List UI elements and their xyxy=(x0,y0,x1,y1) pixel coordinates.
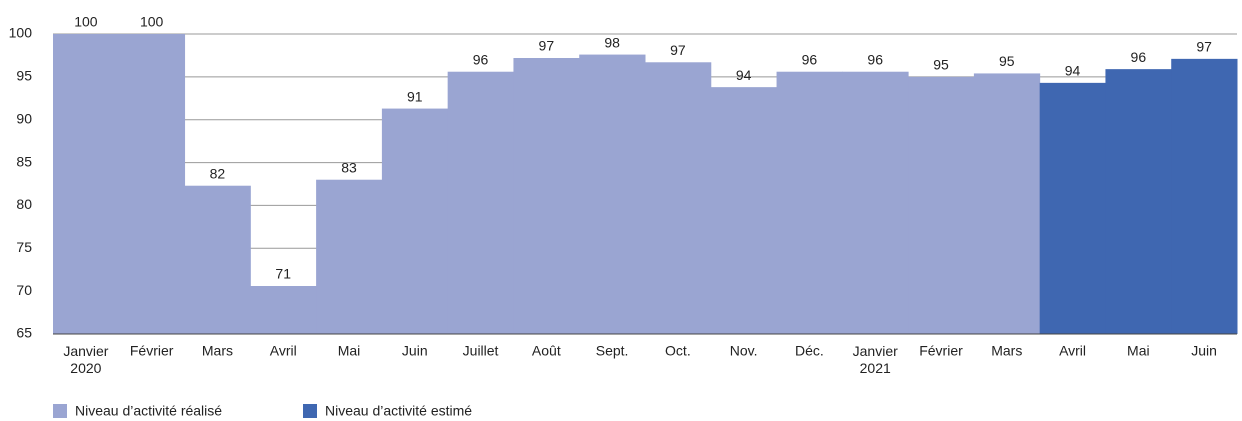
x-tick-label: Mai xyxy=(1127,343,1150,359)
x-tick-label: Février xyxy=(130,343,174,359)
x-tick-label: Juin xyxy=(1191,343,1217,359)
value-label: 96 xyxy=(802,51,818,67)
bar xyxy=(1039,82,1106,334)
y-tick-label: 100 xyxy=(9,25,33,41)
bar xyxy=(513,58,580,334)
bar xyxy=(184,185,251,334)
y-tick-label: 70 xyxy=(16,282,32,298)
bar xyxy=(118,34,186,334)
x-tick-label: Nov. xyxy=(730,343,758,359)
value-label: 100 xyxy=(74,14,98,30)
x-tick-label: Juillet xyxy=(463,343,499,359)
x-tick-label: Février xyxy=(919,343,963,359)
bar xyxy=(579,54,646,334)
value-label: 82 xyxy=(210,165,226,181)
x-tick-label: Janvier 2020 xyxy=(63,343,108,376)
x-tick-label: Janvier 2021 xyxy=(853,343,898,376)
y-tick-label: 75 xyxy=(16,239,32,255)
bar xyxy=(53,34,120,334)
x-tick-label: Avril xyxy=(270,343,297,359)
bar xyxy=(381,108,449,334)
bar xyxy=(250,286,317,334)
value-label: 97 xyxy=(1196,39,1212,55)
value-label: 97 xyxy=(539,38,555,54)
y-tick-label: 80 xyxy=(16,196,32,212)
value-label: 71 xyxy=(275,266,291,282)
bar xyxy=(973,73,1041,334)
x-tick-label: Mars xyxy=(202,343,233,359)
x-tick-label: Août xyxy=(532,343,561,359)
bar xyxy=(1171,58,1238,334)
y-tick-label: 95 xyxy=(16,68,32,84)
bar xyxy=(776,71,843,334)
value-label: 97 xyxy=(670,42,686,58)
bar xyxy=(710,87,778,335)
value-label: 98 xyxy=(604,34,620,50)
value-label: 83 xyxy=(341,159,357,175)
value-label: 94 xyxy=(736,67,752,83)
y-tick-label: 65 xyxy=(16,325,32,341)
bar xyxy=(1105,69,1172,335)
value-label: 95 xyxy=(999,53,1015,69)
value-label: 91 xyxy=(407,88,423,104)
bar xyxy=(908,76,975,334)
value-label: 94 xyxy=(1065,63,1081,79)
value-label: 100 xyxy=(140,14,164,30)
value-label: 96 xyxy=(867,51,883,67)
x-tick-label: Avril xyxy=(1059,343,1086,359)
legend-swatch xyxy=(303,404,317,418)
legend-label: Niveau d’activité réalisé xyxy=(75,403,222,419)
bar xyxy=(842,71,909,334)
legend-label: Niveau d’activité estimé xyxy=(325,403,472,419)
value-label: 96 xyxy=(1131,49,1147,65)
x-tick-label: Juin xyxy=(402,343,428,359)
y-tick-label: 85 xyxy=(16,153,32,169)
bar xyxy=(645,62,712,335)
x-tick-label: Sept. xyxy=(596,343,629,359)
x-tick-label: Déc. xyxy=(795,343,824,359)
bar xyxy=(316,179,383,334)
x-tick-label: Mai xyxy=(338,343,361,359)
value-label: 96 xyxy=(473,51,489,67)
y-tick-label: 90 xyxy=(16,110,32,126)
x-tick-label: Oct. xyxy=(665,343,691,359)
value-label: 95 xyxy=(933,57,949,73)
bar xyxy=(447,71,514,334)
legend-swatch xyxy=(53,404,67,418)
x-tick-label: Mars xyxy=(991,343,1022,359)
